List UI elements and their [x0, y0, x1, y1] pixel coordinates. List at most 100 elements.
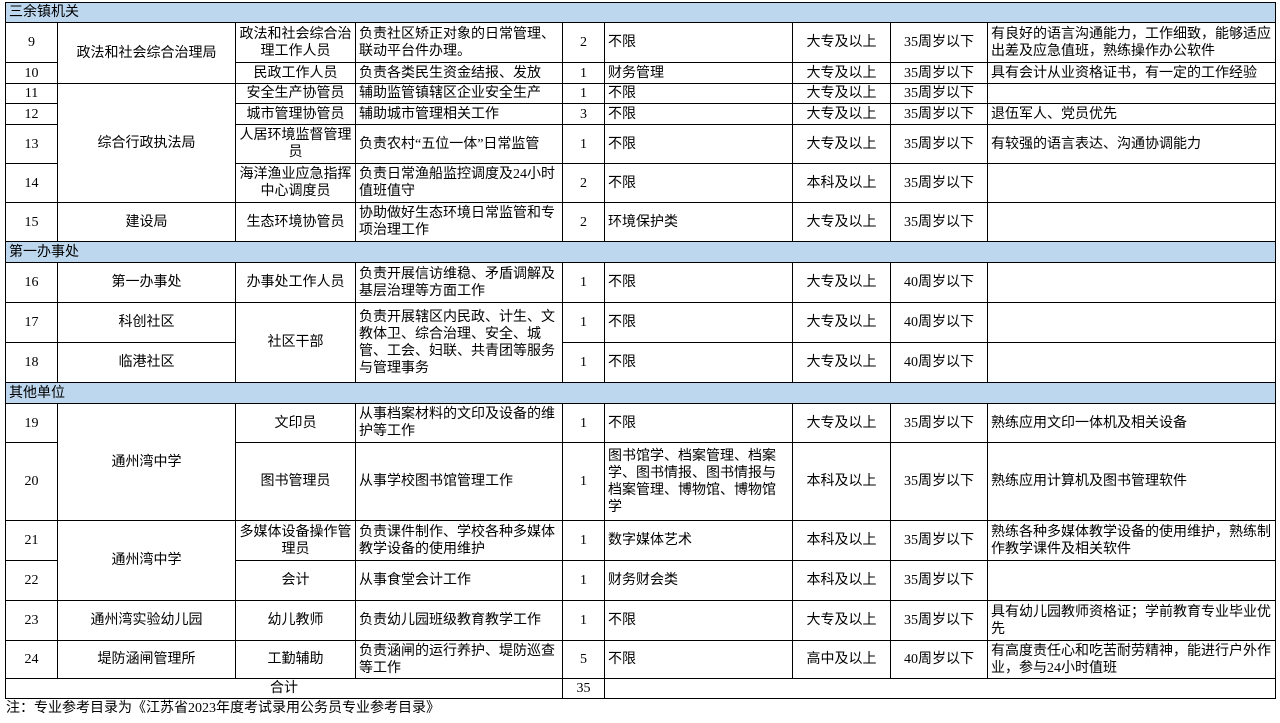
major-requirement: 不限 [604, 403, 793, 443]
age-requirement: 40周岁以下 [890, 302, 988, 343]
serial-number: 16 [5, 262, 58, 303]
serial-number: 10 [5, 62, 58, 84]
total-blank-cell [603, 678, 1277, 699]
other-requirements: 有高度责任心和吃苦耐劳精神，能进行户外作业，参与24小时值班 [986, 640, 1277, 679]
table-row: 9 政法和社会综合治理局 政法和社会综合治理工作人员 负责社区矫正对象的日常管理… [5, 22, 1277, 84]
job-duty: 负责日常渔船监控调度及24小时值班值守 [355, 163, 563, 203]
age-requirement: 35周岁以下 [890, 442, 988, 521]
major-requirement: 环境保护类 [604, 202, 793, 242]
age-requirement: 35周岁以下 [890, 520, 988, 561]
total-row: 合计 35 [5, 678, 1277, 699]
table-row: 24 堤防涵闸管理所 工勤辅助 负责涵闸的运行养护、堤防巡查等工作 5 不限 高… [5, 640, 1277, 679]
age-requirement: 35周岁以下 [890, 202, 988, 242]
serial-number: 19 [5, 403, 58, 443]
table-row: 23 通州湾实验幼儿园 幼儿教师 负责幼儿园班级教育教学工作 1 不限 大专及以… [5, 600, 1277, 641]
post-name: 幼儿教师 [235, 600, 356, 641]
job-duty: 负责开展信访维稳、矛盾调解及基层治理等方面工作 [355, 262, 563, 303]
serial-number: 24 [5, 640, 58, 679]
job-duty: 负责农村“五位一体”日常监管 [355, 124, 563, 164]
serial-number: 18 [5, 342, 58, 383]
post-name: 社区干部 [235, 302, 356, 383]
headcount: 1 [562, 302, 605, 343]
education-requirement: 大专及以上 [792, 202, 891, 242]
table-row: 15 建设局 生态环境协管员 协助做好生态环境日常监管和专项治理工作 2 环境保… [5, 202, 1277, 242]
headcount: 3 [562, 103, 605, 125]
age-requirement: 35周岁以下 [890, 62, 988, 84]
other-requirements: 具有幼儿园教师资格证；学前教育专业毕业优先 [986, 600, 1277, 641]
unit-name: 科创社区 [57, 302, 236, 343]
serial-number: 13 [5, 124, 58, 164]
post-name: 政法和社会综合治理工作人员 [235, 22, 356, 63]
serial-number: 20 [5, 442, 58, 521]
headcount: 1 [562, 442, 605, 521]
post-name: 人居环境监督管理员 [235, 124, 356, 164]
job-duty: 负责涵闸的运行养护、堤防巡查等工作 [355, 640, 563, 679]
other-requirements: 具有会计从业资格证书，有一定的工作经验 [986, 62, 1277, 84]
education-requirement: 大专及以上 [792, 600, 891, 641]
job-duty: 负责社区矫正对象的日常管理、联动平台件办理。 [355, 22, 563, 63]
headcount: 2 [562, 163, 605, 203]
serial-number: 22 [5, 560, 58, 601]
other-requirements: 退伍军人、党员优先 [986, 103, 1277, 125]
table-row: 17 科创社区 社区干部 负责开展辖区内民政、计生、文教体卫、综合治理、安全、城… [5, 302, 1277, 383]
post-name: 文印员 [235, 403, 356, 443]
education-requirement: 本科及以上 [792, 442, 891, 521]
education-requirement: 大专及以上 [792, 103, 891, 125]
other-requirements [986, 342, 1277, 383]
major-requirement: 不限 [604, 640, 793, 679]
major-requirement: 不限 [604, 302, 793, 343]
post-name: 海洋渔业应急指挥中心调度员 [235, 163, 356, 203]
headcount: 1 [562, 403, 605, 443]
post-name: 办事处工作人员 [235, 262, 356, 303]
age-requirement: 40周岁以下 [890, 640, 988, 679]
age-requirement: 35周岁以下 [890, 22, 988, 63]
unit-name: 政法和社会综合治理局 [57, 22, 236, 84]
post-name: 生态环境协管员 [235, 202, 356, 242]
serial-number: 15 [5, 202, 58, 242]
section-title: 三余镇机关 [4, 2, 1277, 23]
age-requirement: 35周岁以下 [890, 403, 988, 443]
headcount: 1 [562, 342, 605, 383]
headcount: 5 [562, 640, 605, 679]
unit-name: 通州湾中学 [57, 520, 236, 601]
age-requirement: 35周岁以下 [890, 124, 988, 164]
job-duty: 协助做好生态环境日常监管和专项治理工作 [355, 202, 563, 242]
headcount: 1 [562, 262, 605, 303]
education-requirement: 大专及以上 [792, 302, 891, 343]
education-requirement: 大专及以上 [792, 62, 891, 84]
major-requirement: 不限 [604, 83, 793, 104]
age-requirement: 35周岁以下 [890, 600, 988, 641]
footnote: 注：专业参考目录为《江苏省2023年度考试录用公务员专业参考目录》 [6, 701, 440, 716]
headcount: 1 [562, 62, 605, 84]
post-name: 图书管理员 [235, 442, 356, 521]
education-requirement: 本科及以上 [792, 520, 891, 561]
table-row: 21 通州湾中学 多媒体设备操作管理员 负责课件制作、学校各种多媒体教学设备的使… [5, 520, 1277, 601]
other-requirements [986, 202, 1277, 242]
unit-name: 通州湾中学 [57, 403, 236, 521]
age-requirement: 35周岁以下 [890, 163, 988, 203]
serial-number: 11 [5, 83, 58, 104]
major-requirement: 不限 [604, 342, 793, 383]
section-header-row: 第一办事处 [4, 241, 1277, 263]
other-requirements [986, 262, 1277, 303]
unit-name: 建设局 [57, 202, 236, 242]
other-requirements [986, 560, 1277, 601]
total-headcount: 35 [562, 678, 605, 699]
serial-number: 9 [5, 22, 58, 63]
table-row: 20 图书管理员 从事学校图书馆管理工作 1 图书馆学、档案管理、档案学、图书情… [5, 442, 1277, 521]
job-duty: 从事食堂会计工作 [355, 560, 563, 601]
section-header-row: 其他单位 [4, 382, 1277, 404]
headcount: 2 [562, 202, 605, 242]
section-title: 其他单位 [4, 382, 1277, 404]
other-requirements [986, 302, 1277, 343]
section-title: 第一办事处 [4, 241, 1277, 263]
job-duty: 辅助监管镇辖区企业安全生产 [355, 83, 563, 104]
major-requirement: 财务管理 [604, 62, 793, 84]
job-duty: 负责课件制作、学校各种多媒体教学设备的使用维护 [355, 520, 563, 561]
other-requirements: 熟练应用计算机及图书管理软件 [986, 442, 1277, 521]
education-requirement: 本科及以上 [792, 560, 891, 601]
recruitment-table: 三余镇机关 9 政法和社会综合治理局 政法和社会综合治理工作人员 负责社区矫正对… [4, 2, 1277, 699]
age-requirement: 35周岁以下 [890, 103, 988, 125]
major-requirement: 财务财会类 [604, 560, 793, 601]
table-row: 18 临港社区 1 不限 大专及以上 40周岁以下 [5, 342, 1277, 383]
